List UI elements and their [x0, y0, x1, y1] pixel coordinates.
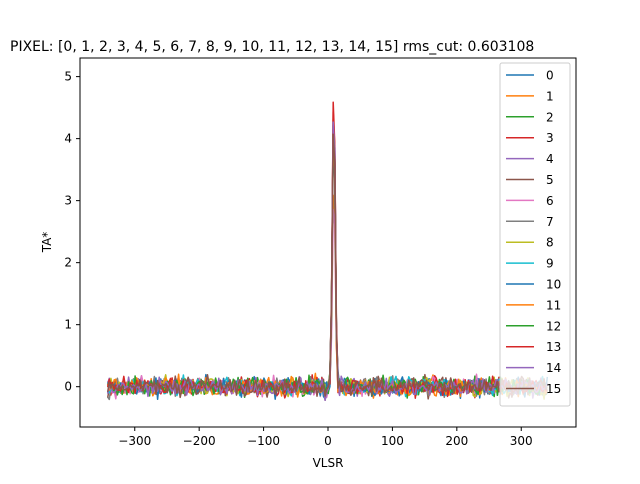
y-tick-label: 0: [64, 380, 72, 394]
x-tick-label: −100: [247, 434, 280, 448]
legend-label-5: 5: [546, 173, 554, 187]
y-tick-label: 4: [64, 132, 72, 146]
legend-label-1: 1: [546, 89, 554, 103]
y-axis-label: TA*: [40, 232, 54, 254]
legend-label-3: 3: [546, 131, 554, 145]
legend-label-11: 11: [546, 298, 561, 312]
legend-label-7: 7: [546, 215, 554, 229]
legend-label-4: 4: [546, 152, 554, 166]
legend-label-0: 0: [546, 69, 554, 83]
legend-label-8: 8: [546, 236, 554, 250]
x-tick-label: 200: [445, 434, 468, 448]
legend-label-10: 10: [546, 278, 561, 292]
y-axis: 0 1 2 3 4 5: [64, 70, 80, 394]
x-axis: −300 −200 −100 0 100 200 300: [118, 427, 533, 448]
x-tick-label: −300: [118, 434, 151, 448]
x-tick-label: −200: [183, 434, 216, 448]
y-tick-label: 2: [64, 256, 72, 270]
legend-label-9: 9: [546, 257, 554, 271]
x-tick-label: 0: [324, 434, 332, 448]
y-tick-label: 5: [64, 70, 72, 84]
x-tick-label: 100: [381, 434, 404, 448]
y-tick-label: 3: [64, 194, 72, 208]
legend-frame: [499, 62, 571, 407]
legend-label-2: 2: [546, 110, 554, 124]
legend-label-15: 15: [546, 382, 561, 396]
series-lines: [106, 101, 549, 402]
x-tick-label: 300: [510, 434, 533, 448]
legend-label-12: 12: [546, 319, 561, 333]
x-axis-label: VLSR: [313, 456, 344, 470]
legend-label-6: 6: [546, 194, 554, 208]
chart-title: PIXEL: [0, 1, 2, 3, 4, 5, 6, 7, 8, 9, 10…: [10, 39, 534, 55]
series-line-15: [106, 133, 548, 399]
y-tick-label: 1: [64, 318, 72, 332]
legend-label-13: 13: [546, 340, 561, 354]
legend-label-14: 14: [546, 361, 561, 375]
